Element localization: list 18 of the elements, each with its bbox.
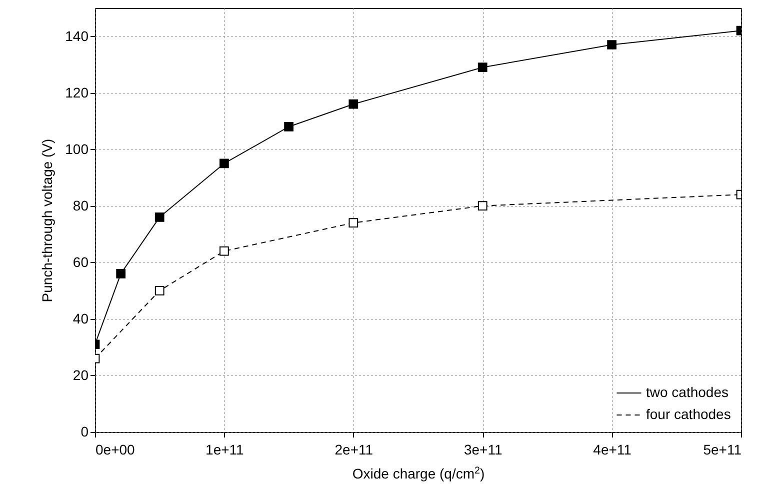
x-tick-label: 4e+11 [593, 442, 632, 458]
y-tick-label: 40 [72, 310, 89, 326]
x-tick-label: 2e+11 [334, 442, 374, 458]
y-axis-title: Punch-through voltage (V) [39, 138, 56, 302]
y-tick-label: 20 [72, 366, 89, 383]
y-tick-label: 140 [65, 28, 89, 44]
y-tick-label: 60 [72, 254, 89, 270]
x-axis-title: Oxide charge (q/cm$^{2}$) [352, 465, 485, 482]
x-tick-label: 0e+00 [96, 442, 136, 458]
y-tick-label: 80 [72, 197, 89, 214]
x-tick-label: 5e+11 [703, 442, 742, 458]
x-tick-label: 3e+11 [464, 442, 502, 458]
x-tick-label: 1e+11 [206, 442, 244, 458]
y-tick-label: 120 [65, 84, 89, 100]
legend-label: four cathodes [646, 406, 731, 422]
legend-label: two cathodes [646, 384, 728, 400]
y-tick-label: 0 [80, 424, 89, 440]
y-tick-label: 100 [65, 140, 89, 157]
